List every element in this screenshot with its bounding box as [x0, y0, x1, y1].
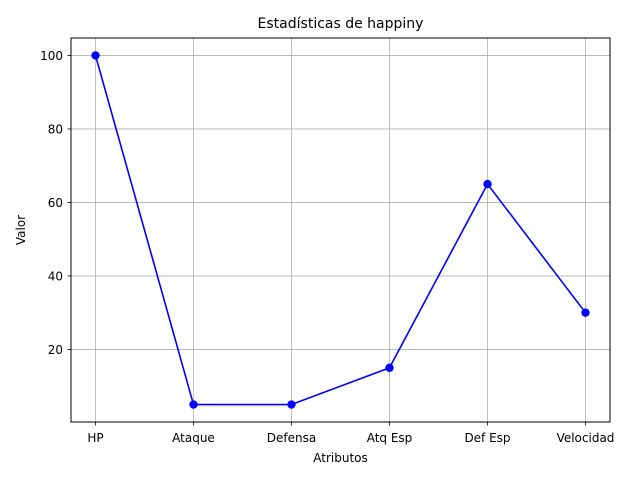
grid	[71, 38, 610, 422]
data-point	[385, 363, 394, 372]
y-axis: 20 40 60 80 100	[40, 49, 71, 357]
y-tick-label: 60	[48, 196, 63, 210]
y-tick-label: 100	[40, 49, 63, 63]
x-axis: HP Ataque Defensa Atq Esp Def Esp Velocidad	[87, 422, 614, 445]
y-tick-label: 80	[48, 122, 63, 136]
data-point	[287, 400, 296, 409]
series-layer	[91, 51, 590, 409]
plot-frame	[70, 37, 611, 423]
series-line	[94, 55, 587, 406]
x-tick-label: Def Esp	[464, 431, 510, 445]
x-tick-label: Defensa	[267, 431, 316, 445]
x-tick-label: HP	[87, 431, 103, 445]
data-point	[91, 51, 100, 60]
y-axis-label: Valor	[14, 215, 28, 245]
y-tick-label: 20	[48, 343, 63, 357]
data-point	[483, 179, 492, 189]
x-tick-label: Ataque	[172, 431, 215, 445]
x-tick-label: Velocidad	[557, 431, 615, 445]
data-point	[581, 308, 590, 317]
chart-title: Estadísticas de happiny	[258, 16, 424, 32]
data-point	[189, 400, 198, 409]
x-tick-label: Atq Esp	[367, 431, 413, 445]
x-axis-label: Atributos	[313, 451, 368, 465]
y-tick-label: 40	[48, 269, 63, 283]
